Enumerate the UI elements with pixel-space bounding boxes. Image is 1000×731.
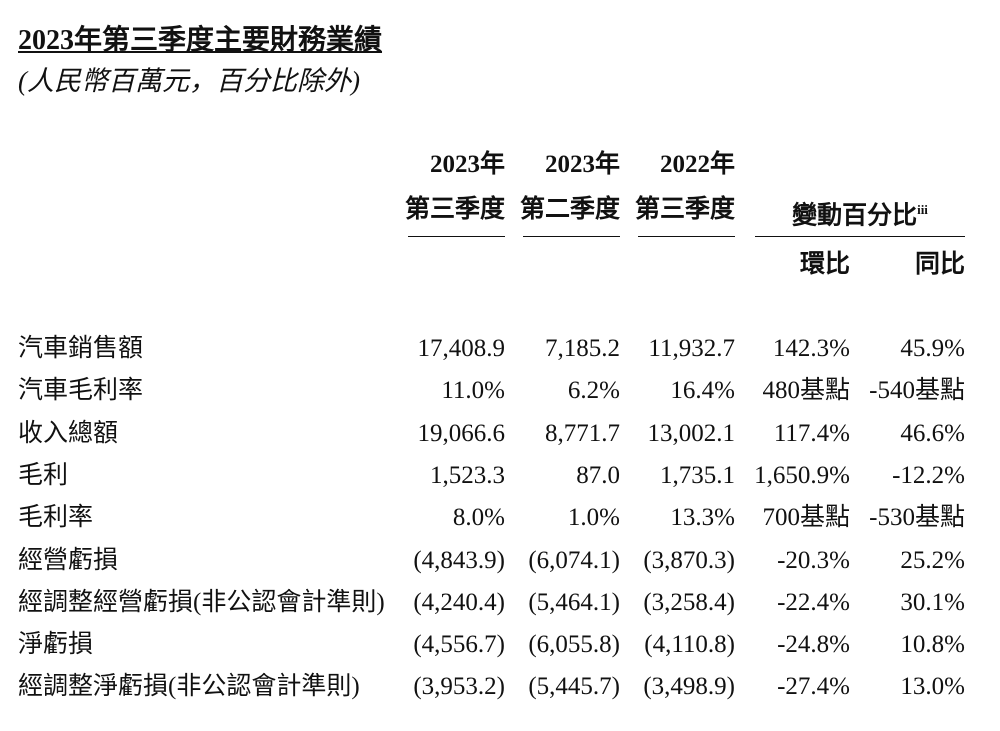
change-header-text: 變動百分比 (792, 202, 918, 230)
row-label: 汽車毛利率 (18, 377, 144, 405)
cell: -24.8% (777, 631, 850, 659)
cell: 1,523.3 (430, 461, 505, 489)
row-label: 毛利率 (18, 504, 94, 532)
change-header: 變動百分比iii (740, 195, 980, 231)
cell: 8,771.7 (545, 419, 620, 447)
cell: 13,002.1 (647, 419, 736, 447)
column-rule (408, 236, 505, 237)
cell: 142.3% (772, 335, 850, 362)
cell: (4,240.4) (413, 588, 505, 616)
cell: -530基點 (869, 504, 965, 532)
cell: 11,932.7 (648, 335, 735, 362)
row-label: 經營虧損 (18, 546, 119, 574)
cell: (6,055.8) (528, 631, 620, 659)
cell: 11.0% (441, 377, 505, 405)
row-label: 汽車銷售額 (18, 335, 144, 362)
cell: (3,870.3) (643, 546, 735, 574)
cell: 7,185.2 (545, 335, 620, 362)
row-label: 毛利 (18, 461, 69, 489)
cell: 700基點 (762, 504, 850, 532)
note-mark: iii (917, 202, 928, 217)
row-label: 淨虧損 (18, 631, 94, 659)
cell: (5,464.1) (528, 588, 620, 616)
column-rule (638, 236, 735, 237)
cell: (4,110.8) (644, 631, 735, 659)
cell: (4,556.7) (413, 631, 505, 659)
column-rule (523, 236, 620, 237)
row-label: 經調整淨虧損(非公認會計準則) (18, 673, 360, 701)
change-column: 環比 (799, 251, 850, 278)
column-period: 第三季度 (634, 196, 735, 223)
cell: 46.6% (900, 419, 965, 447)
cell: (6,074.1) (528, 546, 620, 574)
cell: 117.4% (773, 419, 850, 447)
cell: 13.3% (670, 504, 735, 532)
cell: 1,650.9% (754, 461, 850, 489)
cell: 17,408.9 (417, 335, 506, 362)
cell: 10.8% (900, 631, 965, 659)
cell: (3,258.4) (643, 588, 735, 616)
column-year: 2023年 (429, 151, 505, 178)
cell: (5,445.7) (528, 673, 620, 701)
cell: 6.2% (567, 377, 620, 405)
row-label: 收入總額 (18, 419, 119, 447)
cell: 13.0% (900, 673, 965, 701)
subtitle: (人民幣百萬元，百分比除外) (18, 66, 360, 96)
cell: -20.3% (777, 546, 850, 574)
cell: 480基點 (762, 377, 850, 405)
cell: -12.2% (892, 461, 965, 489)
cell: 1.0% (567, 504, 620, 532)
column-period: 第二季度 (519, 196, 620, 223)
cell: 16.4% (670, 377, 735, 405)
cell: 87.0 (576, 461, 620, 489)
cell: -27.4% (777, 673, 850, 701)
cell: (3,953.2) (413, 673, 505, 701)
title: 2023年第三季度主要財務業績 (18, 25, 383, 56)
cell: 1,735.1 (660, 461, 735, 489)
cell: 25.2% (900, 546, 965, 574)
column-year: 2022年 (659, 151, 735, 178)
cell: (4,843.9) (413, 546, 505, 574)
cell: 8.0% (452, 504, 505, 532)
cell: (3,498.9) (643, 673, 735, 701)
cell: 45.9% (900, 335, 965, 362)
header-rule (755, 236, 965, 237)
cell: 30.1% (900, 588, 965, 616)
row-label: 經調整經營虧損(非公認會計準則) (18, 588, 385, 616)
cell: -540基點 (869, 377, 965, 405)
column-period: 第三季度 (404, 196, 505, 223)
cell: 19,066.6 (417, 419, 506, 447)
column-year: 2023年 (544, 151, 620, 178)
cell: -22.4% (777, 588, 850, 616)
change-column: 同比 (914, 251, 965, 278)
